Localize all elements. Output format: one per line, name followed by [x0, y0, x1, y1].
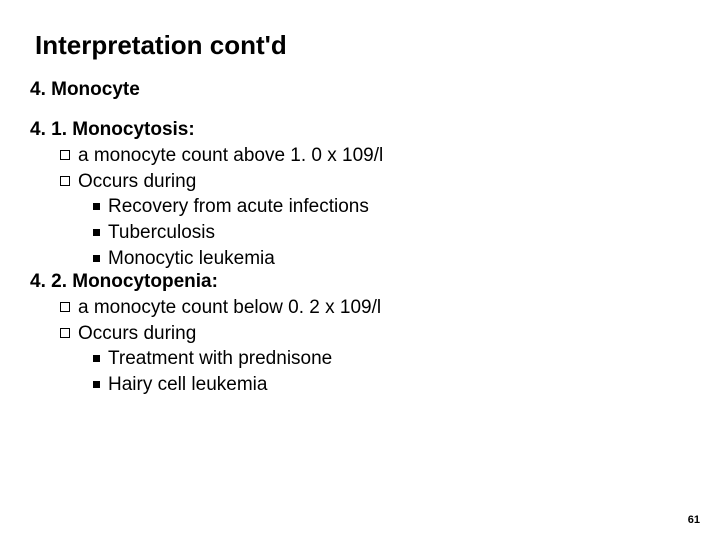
- subbullet-text: Tuberculosis: [108, 220, 215, 246]
- section-heading: 4. Monocyte: [30, 79, 690, 101]
- subbullet-text: Monocytic leukemia: [108, 246, 275, 272]
- bullet-item: a monocyte count above 1. 0 x 109/l: [60, 143, 690, 169]
- bullet-text: Occurs during: [78, 321, 196, 347]
- subbullet-item: Tuberculosis: [93, 220, 690, 246]
- subsection-2-heading: 4. 2. Monocytopenia:: [30, 271, 690, 293]
- page-number: 61: [688, 514, 700, 526]
- bullet-filled-icon: [93, 355, 100, 362]
- bullet-text: Occurs during: [78, 169, 196, 195]
- subbullet-text: Recovery from acute infections: [108, 194, 369, 220]
- subbullet-item: Recovery from acute infections: [93, 194, 690, 220]
- subbullet-item: Hairy cell leukemia: [93, 372, 690, 398]
- bullet-open-icon: [60, 150, 70, 160]
- bullet-filled-icon: [93, 203, 100, 210]
- slide-container: Interpretation cont'd 4. Monocyte 4. 1. …: [0, 0, 720, 540]
- subbullet-text: Hairy cell leukemia: [108, 372, 267, 398]
- bullet-open-icon: [60, 302, 70, 312]
- subbullet-text: Treatment with prednisone: [108, 346, 332, 372]
- bullet-open-icon: [60, 176, 70, 186]
- subbullet-item: Monocytic leukemia: [93, 246, 690, 272]
- bullet-filled-icon: [93, 381, 100, 388]
- bullet-filled-icon: [93, 255, 100, 262]
- subbullet-item: Treatment with prednisone: [93, 346, 690, 372]
- bullet-item: Occurs during: [60, 321, 690, 347]
- subsection-1-heading: 4. 1. Monocytosis:: [30, 119, 690, 141]
- bullet-item: Occurs during: [60, 169, 690, 195]
- bullet-open-icon: [60, 328, 70, 338]
- bullet-text: a monocyte count below 0. 2 x 109/l: [78, 295, 381, 321]
- bullet-item: a monocyte count below 0. 2 x 109/l: [60, 295, 690, 321]
- slide-title: Interpretation cont'd: [35, 30, 690, 61]
- bullet-text: a monocyte count above 1. 0 x 109/l: [78, 143, 383, 169]
- bullet-filled-icon: [93, 229, 100, 236]
